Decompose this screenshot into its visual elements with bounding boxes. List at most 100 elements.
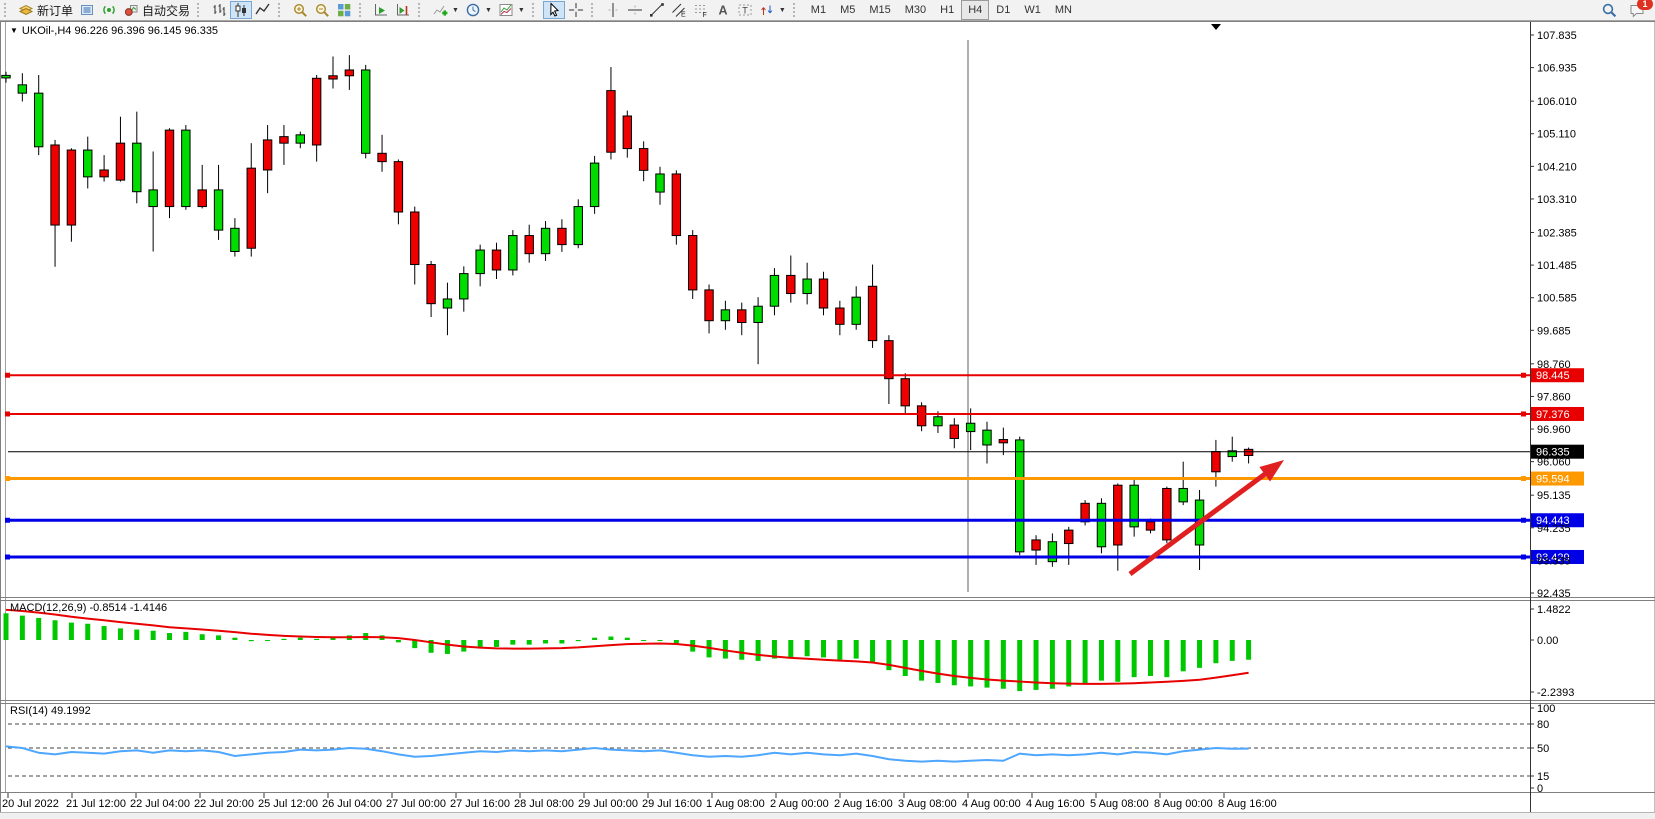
price-badge-97.376: 97.376 xyxy=(1531,406,1584,421)
price-axis[interactable]: 107.835 106.935 106.010 105.110 104.210 103.3… xyxy=(1530,22,1577,812)
macd-bar xyxy=(477,640,483,649)
timeframe-D1-button[interactable]: D1 xyxy=(996,4,1011,16)
chart-shift-button[interactable] xyxy=(392,1,414,19)
zoom-in-button[interactable] xyxy=(289,1,311,19)
price-level-line-98.445[interactable] xyxy=(5,372,1530,378)
macd-bar xyxy=(444,640,450,654)
text-button[interactable]: A xyxy=(712,1,734,19)
svg-text:98.760: 98.760 xyxy=(1537,359,1571,371)
rsi-line xyxy=(5,745,1249,763)
signals-button[interactable] xyxy=(98,1,120,19)
horizontal-line-button[interactable] xyxy=(624,1,646,19)
rsi-indicator-label: RSI(14) 49.1992 xyxy=(10,705,91,717)
timeframe-M30-button[interactable]: M30 xyxy=(904,4,927,16)
timeframe-M1-button[interactable]: M1 xyxy=(810,4,827,16)
timeframe-M5-button[interactable]: M5 xyxy=(840,4,856,16)
trend-arrow-object[interactable] xyxy=(1128,460,1284,577)
toolbar-grip[interactable] xyxy=(531,3,536,17)
autotrading-button[interactable]: 自动交易 xyxy=(120,1,193,19)
cursor-button[interactable] xyxy=(542,1,565,19)
text-label-button[interactable]: T xyxy=(734,1,756,19)
ohlc-low: 96.145 xyxy=(147,25,182,37)
templates-button[interactable]: ▼ xyxy=(495,1,528,19)
svg-text:106.010: 106.010 xyxy=(1537,96,1577,108)
price-level-line-93.429[interactable] xyxy=(5,554,1530,560)
svg-text:97.860: 97.860 xyxy=(1537,391,1571,403)
macd-bar xyxy=(101,626,107,640)
timeframe-MN-button[interactable]: MN xyxy=(1054,4,1072,16)
macd-panel[interactable] xyxy=(3,608,1252,692)
macd-bar xyxy=(1131,640,1137,678)
arrows-button[interactable]: ▼ xyxy=(756,1,789,19)
trendline-button[interactable] xyxy=(646,1,668,19)
new-order-button[interactable]: 新订单 xyxy=(15,1,76,19)
time-axis[interactable]: 20 Jul 2022 21 Jul 12:00 22 Jul 04:00 22 Ju… xyxy=(2,793,1277,810)
macd-bar xyxy=(183,631,189,640)
chart-shift-marker[interactable] xyxy=(1211,24,1221,30)
dropdown-caret-icon[interactable]: ▼ xyxy=(484,6,492,14)
svg-text:26 Jul 04:00: 26 Jul 04:00 xyxy=(322,798,382,810)
clock-icon xyxy=(466,3,480,17)
collapse-one-click-icon[interactable]: ▼ xyxy=(10,26,18,35)
toolbar-grip[interactable] xyxy=(590,3,595,17)
autotrade-icon xyxy=(124,5,138,16)
indicators-list-button[interactable]: ▼ xyxy=(429,1,462,19)
svg-text:95.135: 95.135 xyxy=(1537,490,1571,502)
depth-of-market-button[interactable] xyxy=(76,1,98,19)
timeframe-H4-button[interactable]: H4 xyxy=(961,0,990,20)
macd-bar xyxy=(657,640,663,641)
toolbar-grip[interactable] xyxy=(197,3,201,17)
price-level-line-95.594[interactable] xyxy=(5,476,1530,482)
bar-chart-button[interactable] xyxy=(208,1,230,19)
macd-bar xyxy=(1164,640,1170,678)
periods-button[interactable]: ▼ xyxy=(462,1,495,19)
timeframe-W1-button[interactable]: W1 xyxy=(1024,4,1041,16)
price-level-line-97.376[interactable] xyxy=(5,411,1530,417)
dropdown-caret-icon[interactable]: ▼ xyxy=(452,6,459,14)
candlestick-chart-button[interactable] xyxy=(230,1,253,19)
toolbar-grip[interactable] xyxy=(278,3,282,17)
price-levels: 98.445 97.376 96.335 95.594 94.443 93.429 xyxy=(5,368,1584,564)
auto-scroll-button[interactable] xyxy=(370,1,392,19)
svg-text:F: F xyxy=(702,12,706,18)
search-button[interactable] xyxy=(1598,1,1620,19)
toolbar-grip[interactable] xyxy=(359,3,363,17)
svg-text:T: T xyxy=(742,6,748,16)
fibonacci-button[interactable]: F xyxy=(690,1,712,19)
depth-icon xyxy=(81,5,94,15)
price-level-line-94.443[interactable] xyxy=(5,517,1530,523)
equidistant-channel-button[interactable]: E xyxy=(668,1,690,19)
tile-windows-button[interactable] xyxy=(333,1,355,19)
rsi-panel[interactable] xyxy=(5,723,1530,777)
vertical-line-button[interactable] xyxy=(602,1,624,19)
crosshair-button[interactable] xyxy=(565,1,587,19)
svg-text:27 Jul 16:00: 27 Jul 16:00 xyxy=(450,798,510,810)
line-chart-button[interactable] xyxy=(252,1,274,19)
autoscroll-icon xyxy=(375,4,388,16)
timeframe-M15-button[interactable]: M15 xyxy=(869,4,891,16)
dropdown-caret-icon[interactable]: ▼ xyxy=(517,6,525,14)
svg-text:A: A xyxy=(718,4,727,18)
shapes-icon xyxy=(761,5,773,15)
zoom-out-button[interactable] xyxy=(311,1,333,19)
macd-signal-value: -1.4146 xyxy=(129,602,168,614)
notifications-button[interactable]: 1 xyxy=(1626,0,1653,19)
notification-badge: 1 xyxy=(1637,0,1653,10)
dropdown-caret-icon[interactable]: ▼ xyxy=(778,6,786,14)
svg-text:28 Jul 08:00: 28 Jul 08:00 xyxy=(514,798,574,810)
svg-text:100.585: 100.585 xyxy=(1537,293,1577,305)
macd-bar xyxy=(1180,640,1186,672)
toolbar-group: E F A T ▼ xyxy=(599,0,792,20)
svg-text:21 Jul 12:00: 21 Jul 12:00 xyxy=(66,798,126,810)
toolbar-group: ▼ ▼ ▼ xyxy=(426,0,531,20)
svg-text:29 Jul 16:00: 29 Jul 16:00 xyxy=(642,798,702,810)
toolbar-grip[interactable] xyxy=(418,3,422,17)
macd-bar xyxy=(248,640,254,642)
macd-bar xyxy=(837,640,843,660)
toolbar-grip[interactable] xyxy=(4,3,8,17)
timeframe-H1-button[interactable]: H1 xyxy=(940,4,955,16)
toolbar-group xyxy=(205,0,277,20)
toolbar-grip[interactable] xyxy=(792,3,797,17)
svg-text:103.310: 103.310 xyxy=(1537,194,1577,206)
